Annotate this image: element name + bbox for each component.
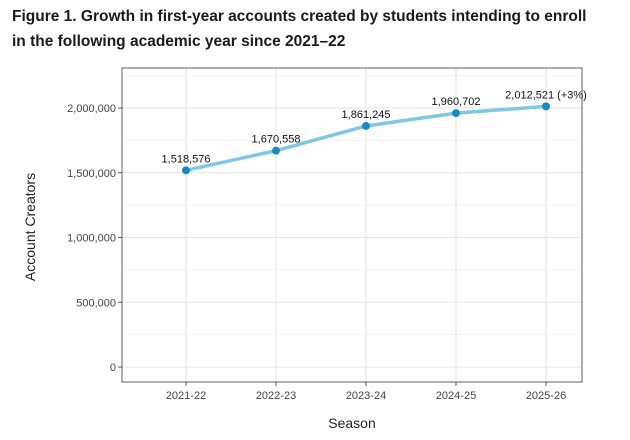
data-label: 2,012,521 (+3%) bbox=[505, 89, 587, 101]
plot-panel bbox=[121, 67, 583, 383]
data-labels: 1,518,576 1,670,558 1,861,245 1,960,702 2,01… bbox=[162, 89, 587, 165]
data-label: 1,670,558 bbox=[252, 134, 301, 146]
data-label: 1,861,245 bbox=[342, 109, 391, 121]
x-axis-label: Season bbox=[328, 415, 375, 431]
y-tick-label: 2,000,000 bbox=[67, 103, 116, 115]
x-tick-label: 2021-22 bbox=[166, 390, 206, 402]
chart-title: Figure 1. Growth in first-year accounts … bbox=[12, 8, 587, 50]
y-axis-label: Account Creators bbox=[22, 173, 38, 281]
y-tick-label: 1,000,000 bbox=[67, 233, 116, 245]
y-tick-label: 1,500,000 bbox=[67, 168, 116, 180]
data-point bbox=[542, 102, 550, 111]
y-tick-label: 0 bbox=[110, 362, 116, 374]
x-tick-label: 2022-23 bbox=[256, 390, 296, 402]
data-point bbox=[362, 121, 370, 130]
data-label: 1,960,702 bbox=[432, 96, 481, 108]
x-tick-label: 2023-24 bbox=[346, 390, 386, 402]
y-tick-label: 500,000 bbox=[76, 297, 116, 309]
data-point bbox=[272, 146, 280, 155]
data-point bbox=[182, 166, 190, 175]
axes: 0 500,000 1,000,000 1,500,000 2,000,000 2021-… bbox=[67, 103, 566, 402]
series-line-group bbox=[182, 102, 550, 175]
x-tick-label: 2025-26 bbox=[526, 390, 566, 402]
data-point bbox=[452, 109, 460, 118]
data-label: 1,518,576 bbox=[162, 153, 211, 165]
x-tick-label: 2024-25 bbox=[436, 390, 476, 402]
gridlines bbox=[122, 68, 582, 382]
